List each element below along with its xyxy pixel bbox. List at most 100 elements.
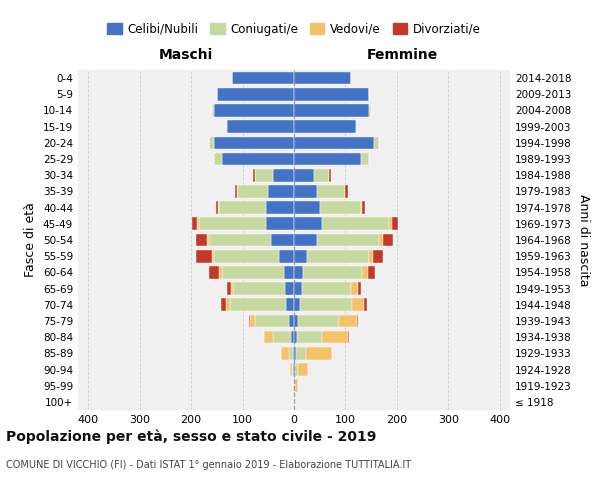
- Bar: [249, 314, 250, 328]
- Bar: [346, 185, 348, 198]
- Text: COMUNE DI VICCHIO (FI) - Dati ISTAT 1° gennaio 2019 - Elaborazione TUTTITALIA.IT: COMUNE DI VICCHIO (FI) - Dati ISTAT 1° g…: [6, 460, 411, 470]
- Bar: [292, 363, 293, 376]
- Bar: [230, 298, 286, 311]
- Bar: [294, 331, 296, 344]
- Bar: [295, 363, 298, 376]
- Bar: [306, 347, 332, 360]
- Bar: [266, 218, 294, 230]
- Bar: [214, 152, 222, 166]
- Bar: [296, 347, 306, 360]
- Bar: [227, 282, 231, 295]
- Bar: [329, 169, 331, 181]
- Bar: [206, 234, 209, 246]
- Y-axis label: Fasce di età: Fasce di età: [25, 202, 37, 278]
- Bar: [296, 331, 322, 344]
- Bar: [256, 169, 274, 181]
- Bar: [217, 88, 294, 101]
- Bar: [298, 363, 308, 376]
- Bar: [294, 185, 317, 198]
- Bar: [235, 185, 238, 198]
- Bar: [298, 314, 339, 328]
- Bar: [361, 152, 368, 166]
- Bar: [295, 380, 298, 392]
- Bar: [266, 202, 294, 214]
- Bar: [274, 331, 292, 344]
- Bar: [368, 250, 373, 262]
- Bar: [226, 120, 227, 133]
- Bar: [220, 266, 222, 278]
- Bar: [212, 250, 214, 262]
- Bar: [294, 218, 322, 230]
- Bar: [199, 218, 266, 230]
- Bar: [294, 363, 295, 376]
- Y-axis label: Anni di nascita: Anni di nascita: [577, 194, 590, 286]
- Bar: [352, 298, 364, 311]
- Bar: [322, 218, 389, 230]
- Bar: [362, 266, 368, 278]
- Bar: [294, 152, 361, 166]
- Bar: [294, 282, 302, 295]
- Bar: [274, 169, 294, 181]
- Bar: [373, 250, 383, 262]
- Bar: [300, 298, 352, 311]
- Bar: [214, 136, 294, 149]
- Bar: [212, 104, 214, 117]
- Bar: [294, 266, 303, 278]
- Bar: [284, 266, 294, 278]
- Bar: [361, 202, 362, 214]
- Bar: [362, 202, 365, 214]
- Bar: [289, 314, 294, 328]
- Bar: [220, 202, 266, 214]
- Text: Maschi: Maschi: [159, 48, 213, 62]
- Bar: [197, 218, 199, 230]
- Bar: [350, 282, 358, 295]
- Bar: [348, 331, 349, 344]
- Bar: [264, 331, 274, 344]
- Bar: [293, 347, 294, 360]
- Bar: [285, 282, 294, 295]
- Bar: [290, 363, 292, 376]
- Bar: [317, 185, 346, 198]
- Bar: [292, 331, 294, 344]
- Bar: [278, 250, 294, 262]
- Bar: [374, 136, 379, 149]
- Bar: [317, 234, 379, 246]
- Text: Femmine: Femmine: [367, 48, 437, 62]
- Bar: [294, 202, 320, 214]
- Bar: [294, 380, 295, 392]
- Bar: [368, 104, 371, 117]
- Legend: Celibi/Nubili, Coniugati/e, Vedovi/e, Divorziati/e: Celibi/Nubili, Coniugati/e, Vedovi/e, Di…: [103, 18, 485, 40]
- Bar: [222, 152, 294, 166]
- Bar: [233, 282, 285, 295]
- Bar: [383, 234, 393, 246]
- Bar: [227, 120, 294, 133]
- Bar: [250, 314, 256, 328]
- Bar: [221, 298, 226, 311]
- Bar: [271, 234, 294, 246]
- Bar: [294, 169, 314, 181]
- Bar: [392, 218, 398, 230]
- Bar: [322, 331, 348, 344]
- Bar: [253, 169, 256, 181]
- Bar: [222, 266, 284, 278]
- Bar: [214, 104, 294, 117]
- Bar: [294, 250, 307, 262]
- Bar: [294, 347, 296, 360]
- Bar: [379, 234, 383, 246]
- Bar: [209, 234, 271, 246]
- Bar: [294, 72, 350, 85]
- Bar: [232, 72, 294, 85]
- Bar: [357, 314, 358, 328]
- Bar: [294, 234, 317, 246]
- Bar: [214, 250, 278, 262]
- Bar: [268, 185, 294, 198]
- Bar: [231, 282, 233, 295]
- Bar: [238, 185, 268, 198]
- Bar: [303, 266, 362, 278]
- Bar: [320, 202, 361, 214]
- Bar: [281, 347, 289, 360]
- Bar: [358, 282, 361, 295]
- Bar: [307, 250, 368, 262]
- Bar: [302, 282, 350, 295]
- Bar: [294, 314, 298, 328]
